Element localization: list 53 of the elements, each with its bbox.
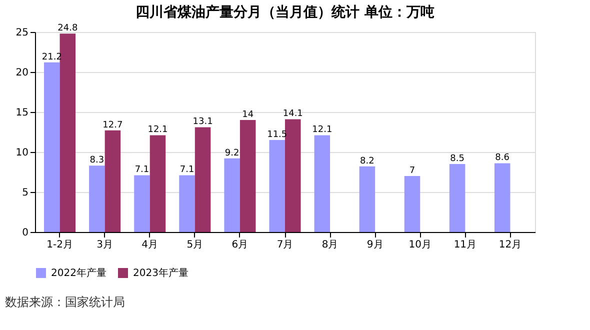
bar [285,119,301,232]
x-tick-label: 4月 [142,240,158,250]
x-tick-label: 9月 [366,240,384,250]
bar [150,135,166,232]
x-tick-label: 10月 [408,240,432,250]
data-label: 9.2 [224,148,240,158]
chart-title: 四川省煤油产量分月（当月值）统计 单位：万吨 [136,4,434,21]
source-note: 数据来源：国家统计局 [5,295,125,309]
x-tick-label: 11月 [454,240,477,250]
bar [134,175,150,232]
bar [60,34,76,232]
bar [194,127,211,232]
x-tick-label: 3月 [96,240,114,250]
data-label: 14.1 [282,109,303,120]
bar [404,176,420,232]
bar [44,62,60,232]
bar [269,140,285,232]
x-tick-label: 8月 [322,240,338,250]
bar [494,163,510,232]
bar [179,175,195,232]
bar [89,166,105,232]
data-label: 12.1 [148,125,168,136]
data-label: 7.1 [134,165,150,176]
data-label: 8.5 [450,154,464,164]
bar [104,130,121,232]
data-label: 12.7 [102,120,123,130]
y-tick-label: 10 [16,148,28,158]
bar [240,120,256,232]
data-label: 14 [242,110,254,120]
y-tick-label: 25 [16,28,28,38]
bar [359,166,376,232]
legend-label: 2022年产量 [51,267,106,279]
y-tick-label: 5 [22,188,28,198]
y-tick-label: 15 [16,108,28,118]
x-tick-label: 5月 [186,240,204,250]
x-tick-label: 12月 [498,240,522,250]
data-label: 8.3 [90,156,104,166]
y-tick-label: 20 [16,68,28,78]
bar [224,158,240,232]
data-label: 7 [409,166,416,176]
data-label: 8.6 [495,153,510,164]
data-label: 7.1 [180,165,194,176]
bar [449,164,466,232]
data-label: 13.1 [192,117,213,128]
data-label: 8.2 [360,156,374,166]
legend-label: 2023年产量 [133,267,188,279]
x-tick-label: 7月 [276,240,294,250]
bar [314,135,330,232]
x-tick-label: 6月 [232,240,248,250]
y-tick-label: 0 [22,228,28,238]
data-label: 12.1 [312,125,332,136]
data-label: 24.8 [58,24,78,34]
x-tick-label: 1-2月 [46,240,73,250]
